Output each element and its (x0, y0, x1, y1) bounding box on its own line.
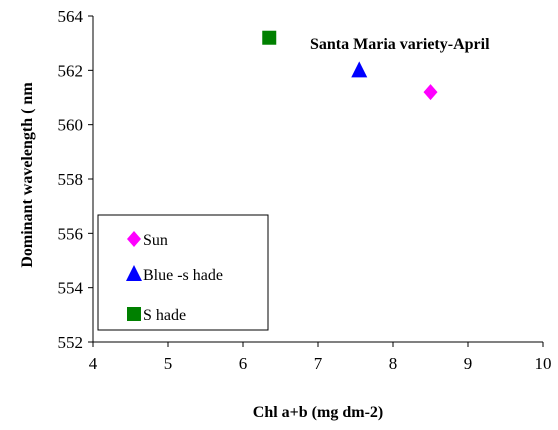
y-tick-label: 562 (58, 61, 84, 80)
x-axis-title: Chl a+b (mg dm-2) (253, 404, 383, 421)
legend-box (97, 214, 269, 331)
legend-label: S hade (143, 307, 186, 324)
legend-marker-square (127, 307, 141, 321)
x-axis-ticks: 4 5 6 7 8 9 10 (89, 342, 552, 373)
y-axis-title: Dominant wavelength ( nm (19, 82, 36, 268)
legend-marker-diamond (127, 231, 141, 247)
x-tick-label: 9 (464, 354, 473, 373)
x-tick-label: 4 (89, 354, 98, 373)
x-tick-label: 5 (164, 354, 173, 373)
legend-marker-triangle (126, 265, 142, 281)
y-tick-label: 564 (58, 7, 84, 26)
data-point-square (262, 30, 277, 45)
legend-items: Sun Blue -s hade S hade (126, 231, 223, 324)
data-point-triangle (351, 61, 368, 78)
legend: Sun Blue -s hade S hade (97, 214, 269, 331)
y-tick-label: 560 (58, 116, 84, 135)
y-tick-label: 554 (58, 279, 84, 298)
chart-annotation: Santa Maria variety-April (310, 36, 490, 53)
data-points (262, 30, 438, 101)
x-tick-label: 7 (314, 354, 323, 373)
legend-label: Sun (143, 232, 168, 249)
y-tick-label: 556 (58, 224, 84, 243)
y-tick-label: 558 (58, 170, 84, 189)
x-tick-label: 10 (535, 354, 552, 373)
y-tick-label: 552 (58, 333, 84, 352)
x-tick-label: 8 (389, 354, 398, 373)
y-axis-ticks: 552 554 556 558 560 562 564 (58, 7, 93, 352)
x-tick-label: 6 (239, 354, 248, 373)
legend-label: Blue -s hade (143, 267, 223, 284)
data-point-diamond (423, 84, 438, 101)
